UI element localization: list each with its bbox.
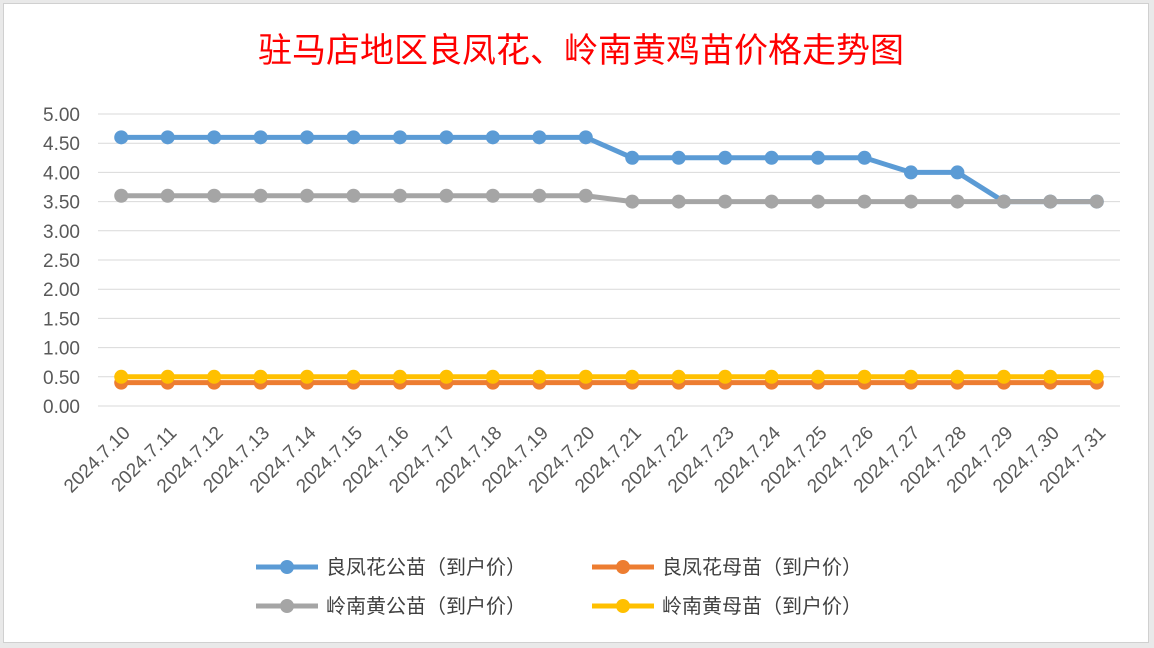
- data-point: [578, 369, 593, 384]
- data-point: [764, 194, 779, 209]
- data-point: [485, 130, 500, 145]
- line-chart: 驻马店地区良凤花、岭南黄鸡苗价格走势图 0.00 0.50 1.00 1.50 2.00…: [43, 31, 1120, 618]
- data-point: [439, 369, 454, 384]
- x-axis-ticks: 2024.7.102024.7.112024.7.122024.7.132024…: [60, 422, 1110, 497]
- data-point: [485, 188, 500, 203]
- data-point: [300, 369, 315, 384]
- data-point: [160, 130, 175, 145]
- gridlines: [98, 113, 1120, 407]
- data-point: [392, 188, 407, 203]
- data-point: [114, 130, 129, 145]
- legend-item: 良凤花母苗（到户价）: [592, 555, 862, 579]
- data-point: [1089, 194, 1104, 209]
- series-1: [114, 130, 1104, 209]
- data-point: [671, 150, 686, 165]
- data-point: [764, 150, 779, 165]
- data-point: [114, 369, 129, 384]
- data-point: [392, 369, 407, 384]
- data-point: [718, 194, 733, 209]
- legend-marker: [616, 599, 630, 613]
- legend-item: 岭南黄母苗（到户价）: [592, 594, 862, 618]
- legend-marker: [280, 560, 294, 574]
- legend-marker: [616, 560, 630, 574]
- legend-label: 岭南黄母苗（到户价）: [662, 594, 862, 618]
- data-point: [857, 194, 872, 209]
- y-tick-label: 2.50: [43, 251, 80, 272]
- data-point: [625, 369, 640, 384]
- legend-label: 岭南黄公苗（到户价）: [326, 594, 526, 618]
- legend: 良凤花公苗（到户价） 良凤花母苗（到户价） 岭南黄公苗（到户价） 岭南黄母苗（到户价）: [256, 555, 862, 618]
- data-point: [903, 194, 918, 209]
- data-point: [671, 369, 686, 384]
- data-point: [903, 369, 918, 384]
- data-point: [439, 130, 454, 145]
- data-point: [207, 188, 222, 203]
- y-tick-label: 5.00: [43, 105, 80, 126]
- data-point: [903, 165, 918, 180]
- chart-title: 驻马店地区良凤花、岭南黄鸡苗价格走势图: [258, 31, 904, 71]
- data-point: [114, 188, 129, 203]
- data-point: [253, 369, 268, 384]
- series-3: [114, 188, 1104, 209]
- data-point: [392, 130, 407, 145]
- data-point: [996, 194, 1011, 209]
- data-point: [996, 369, 1011, 384]
- legend-item: 岭南黄公苗（到户价）: [256, 594, 526, 618]
- y-axis-ticks: 0.00 0.50 1.00 1.50 2.00 2.50 3.00 3.50 4.00 4.50…: [43, 105, 80, 418]
- data-point: [1043, 194, 1058, 209]
- y-tick-label: 1.00: [43, 339, 80, 360]
- series-line: [121, 193, 1097, 205]
- data-point: [811, 369, 826, 384]
- data-point: [253, 130, 268, 145]
- data-point: [718, 150, 733, 165]
- data-point: [207, 369, 222, 384]
- data-point: [718, 369, 733, 384]
- chart-area: 驻马店地区良凤花、岭南黄鸡苗价格走势图 0.00 0.50 1.00 1.50 2.00…: [3, 3, 1149, 643]
- data-point: [160, 369, 175, 384]
- y-tick-label: 1.50: [43, 309, 80, 330]
- data-point: [346, 188, 361, 203]
- data-point: [857, 150, 872, 165]
- data-point: [439, 188, 454, 203]
- data-point: [300, 130, 315, 145]
- data-point: [811, 150, 826, 165]
- data-point: [346, 369, 361, 384]
- data-point: [950, 369, 965, 384]
- data-point: [532, 130, 547, 145]
- data-point: [300, 188, 315, 203]
- series-4: [114, 369, 1104, 384]
- y-tick-label: 3.00: [43, 222, 80, 243]
- legend-label: 良凤花母苗（到户价）: [662, 555, 862, 579]
- data-point: [578, 130, 593, 145]
- data-point: [811, 194, 826, 209]
- data-point: [578, 188, 593, 203]
- data-point: [857, 369, 872, 384]
- y-tick-label: 2.00: [43, 280, 80, 301]
- series-line: [121, 134, 1097, 205]
- y-tick-label: 0.00: [43, 397, 80, 418]
- data-point: [485, 369, 500, 384]
- data-point: [160, 188, 175, 203]
- data-point: [950, 165, 965, 180]
- data-point: [1089, 369, 1104, 384]
- legend-label: 良凤花公苗（到户价）: [326, 555, 526, 579]
- data-point: [346, 130, 361, 145]
- legend-marker: [280, 599, 294, 613]
- data-point: [671, 194, 686, 209]
- data-point: [625, 194, 640, 209]
- y-tick-label: 0.50: [43, 368, 80, 389]
- series-group: [114, 130, 1104, 390]
- data-point: [625, 150, 640, 165]
- data-point: [253, 188, 268, 203]
- y-tick-label: 4.00: [43, 163, 80, 184]
- data-point: [532, 369, 547, 384]
- data-point: [532, 188, 547, 203]
- data-point: [764, 369, 779, 384]
- y-tick-label: 4.50: [43, 134, 80, 155]
- data-point: [207, 130, 222, 145]
- y-tick-label: 3.50: [43, 193, 80, 214]
- data-point: [1043, 369, 1058, 384]
- data-point: [950, 194, 965, 209]
- legend-item: 良凤花公苗（到户价）: [256, 555, 526, 579]
